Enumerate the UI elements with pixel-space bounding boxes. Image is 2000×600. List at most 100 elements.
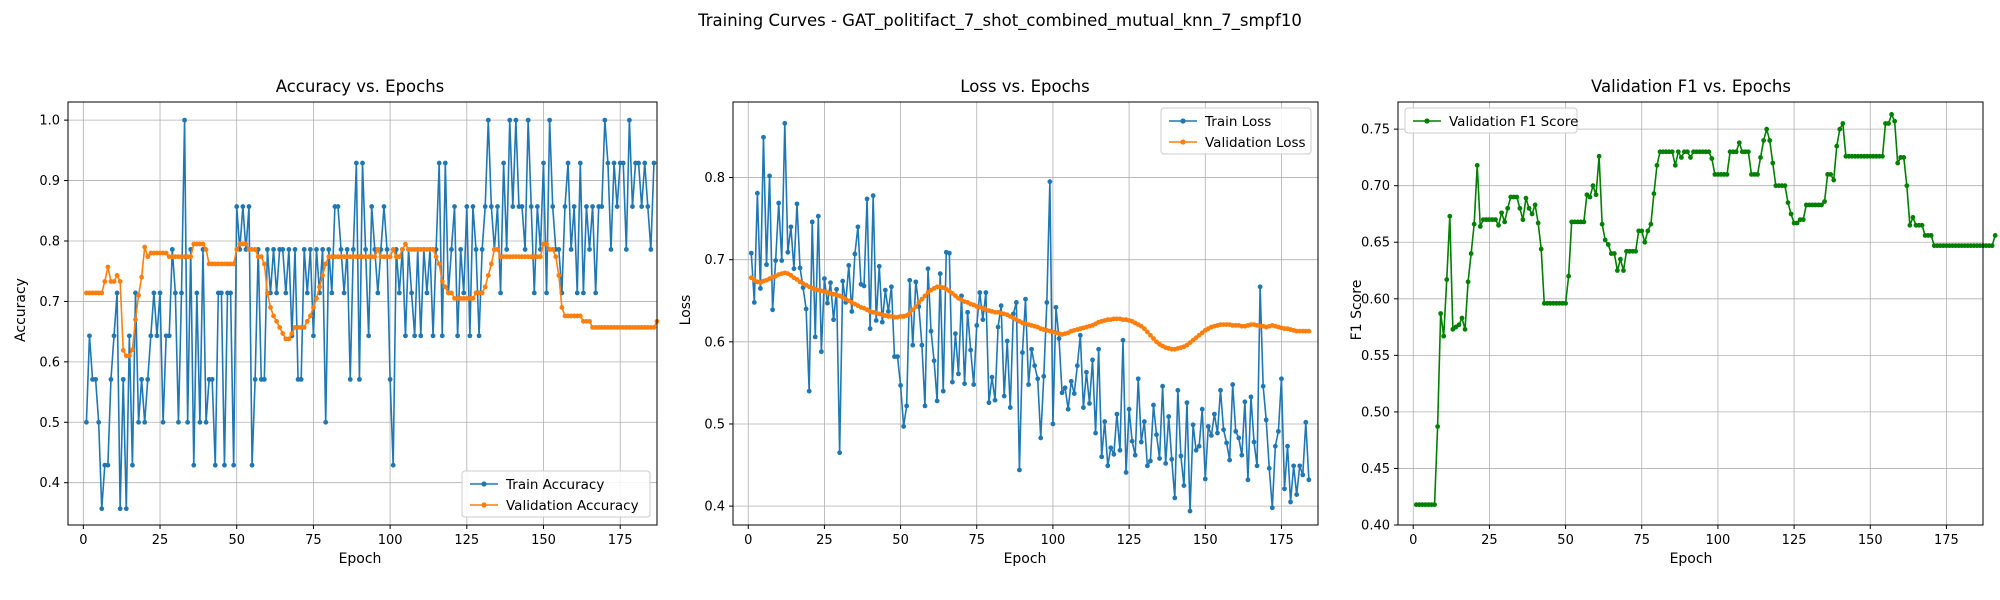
loss-chart-data-point [925, 266, 931, 272]
loss-chart-data-point [916, 300, 922, 305]
f1-chart-data-point [1465, 279, 1471, 285]
loss-chart-xtick-label: 25 [816, 533, 833, 548]
f1-chart-data-point [1639, 228, 1645, 234]
loss-chart-data-point [1236, 435, 1242, 441]
accuracy-chart-data-point [280, 247, 286, 252]
loss-chart-data-point [1102, 419, 1108, 424]
loss-chart-data-point [876, 263, 882, 269]
accuracy-chart-data-point [470, 295, 476, 301]
f1-chart-ytick-label: 0.60 [1361, 292, 1390, 307]
loss-chart-data-point [1144, 329, 1150, 335]
accuracy-chart-data-point [645, 204, 651, 209]
accuracy-chart-data-point [482, 204, 488, 209]
accuracy-chart-data-point [126, 333, 132, 339]
loss-chart-data-point [977, 290, 983, 295]
f1-chart-data-point [1831, 177, 1837, 183]
accuracy-chart-ytick-label: 0.8 [39, 234, 60, 249]
loss-chart-ylabel: Loss [678, 295, 694, 326]
loss-chart-data-point [867, 326, 873, 332]
accuracy-chart-data-point [320, 273, 326, 278]
f1-chart-data-point [1459, 315, 1465, 321]
accuracy-chart-data-point [418, 333, 424, 339]
loss-chart-data-point [754, 190, 760, 196]
loss-chart-data-point [910, 342, 916, 348]
loss-chart-data-point [1068, 378, 1074, 384]
accuracy-chart-data-point [117, 506, 123, 512]
accuracy-chart-xlabel: Epoch [339, 551, 382, 567]
accuracy-chart-data-point [338, 247, 344, 252]
accuracy-chart-xtick-label: 75 [305, 533, 322, 548]
accuracy-chart-data-point [142, 419, 148, 425]
f1-chart-data-point [1520, 217, 1526, 223]
loss-chart-data-point [1123, 470, 1129, 475]
f1-chart-ytick-label: 0.40 [1361, 519, 1390, 534]
accuracy-chart-data-point [574, 290, 580, 296]
f1-chart-data-point [1587, 194, 1593, 200]
f1-chart-data-point [1755, 171, 1760, 177]
loss-chart-data-point [1288, 499, 1293, 505]
f1-chart-data-point [1910, 214, 1916, 220]
f1-chart-data-point [1590, 183, 1596, 189]
loss-chart-data-point [910, 307, 916, 313]
loss-chart-data-point [913, 304, 919, 309]
loss-chart-data-point [1035, 376, 1041, 382]
accuracy-chart-data-point [381, 204, 387, 209]
accuracy-chart-data-point [485, 273, 491, 278]
loss-chart-data-point [922, 403, 928, 409]
loss-chart-data-point [1065, 406, 1071, 412]
loss-chart-data-point [1120, 337, 1126, 343]
accuracy-chart-data-point [188, 254, 194, 260]
accuracy-chart-data-point [531, 290, 537, 296]
accuracy-chart-data-point [550, 204, 556, 209]
loss-chart-xtick-label: 75 [968, 533, 985, 548]
accuracy-chart-data-point [409, 290, 414, 296]
accuracy-chart-data-point [298, 376, 304, 382]
loss-chart-data-point [1254, 463, 1260, 469]
loss-chart-data-point [919, 296, 925, 302]
accuracy-chart-data-point [580, 290, 586, 296]
accuracy-chart-data-point [280, 331, 286, 336]
accuracy-chart-data-point [286, 247, 292, 252]
accuracy-chart-data-point [120, 376, 126, 382]
loss-chart-data-point [879, 319, 885, 325]
loss-chart-data-point [968, 347, 974, 353]
accuracy-chart-data-point [461, 290, 467, 296]
accuracy-chart-data-point [485, 117, 491, 123]
f1-chart-data-point [1788, 211, 1794, 217]
loss-chart-ytick-label: 0.5 [704, 417, 725, 432]
f1-chart-data-point [1919, 222, 1925, 228]
loss-chart-data-point [1023, 296, 1028, 302]
loss-chart-data-point [1154, 432, 1159, 438]
accuracy-chart-data-point [482, 284, 488, 290]
accuracy-chart-data-point [476, 333, 482, 339]
loss-chart-data-point [1285, 443, 1290, 449]
f1-chart-data-point [1596, 153, 1602, 159]
f1-chart-xtick-label: 175 [1934, 533, 1959, 548]
f1-chart-data-point [1602, 237, 1608, 243]
accuracy-chart-data-point [455, 333, 460, 339]
loss-chart-data-point [1242, 399, 1248, 405]
accuracy-chart-data-point [347, 376, 353, 382]
f1-chart-data-point [1886, 121, 1891, 126]
loss-chart-data-point [992, 397, 998, 403]
accuracy-chart-data-point [286, 336, 292, 342]
accuracy-chart-data-point [139, 274, 145, 280]
accuracy-chart-data-point [488, 261, 494, 267]
loss-chart-data-point [803, 306, 809, 312]
accuracy-chart-xtick-label: 100 [378, 533, 403, 548]
loss-chart-data-point [788, 224, 794, 230]
loss-chart-data-point [1175, 387, 1181, 393]
accuracy-chart-data-point [590, 204, 595, 209]
loss-chart-legend-label: Train Loss [1204, 114, 1271, 130]
accuracy-chart-data-point [185, 419, 191, 425]
loss-chart-data-point [1300, 472, 1306, 478]
f1-chart-ytick-label: 0.45 [1361, 462, 1390, 477]
accuracy-chart-data-point [252, 376, 258, 382]
loss-chart-data-point [825, 300, 830, 306]
loss-chart-data-point [751, 300, 757, 305]
loss-chart-data-point [898, 382, 903, 388]
accuracy-chart-data-point [194, 290, 200, 296]
accuracy-chart-legend-label: Train Accuracy [505, 477, 604, 493]
accuracy-chart-data-point [105, 264, 111, 270]
accuracy-chart-data-point [323, 261, 329, 267]
